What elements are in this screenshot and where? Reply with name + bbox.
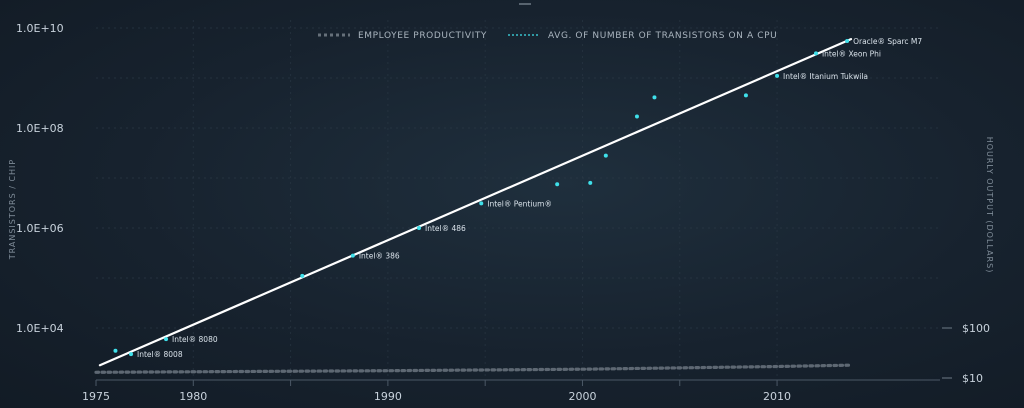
x-axis: 1975 1980 1990 2000 2010: [82, 379, 940, 403]
productivity-line: [94, 363, 851, 374]
productivity-series: [94, 363, 851, 374]
transistor-point: [845, 38, 850, 43]
transistor-point: [588, 180, 593, 185]
transistor-point: [300, 273, 305, 278]
transistor-point: [743, 93, 748, 98]
transistor-point: [813, 51, 818, 56]
point-label: Intel® Pentium®: [487, 199, 552, 208]
legend: EMPLOYEE PRODUCTIVITY AVG. OF NUMBER OF …: [318, 31, 777, 41]
transistor-point: [603, 153, 608, 158]
x-tick-label-2000: 2000: [568, 390, 596, 403]
transistor-point: [652, 95, 657, 100]
point-label: Intel® 8080: [172, 335, 218, 344]
y-tick-1e4: 1.0E+04: [16, 322, 64, 335]
y-right-tick-100: $100: [962, 322, 990, 335]
transistor-point: [479, 201, 484, 206]
legend-label-transistors: AVG. OF NUMBER OF TRANSISTORS ON A CPU: [548, 31, 777, 41]
y-tick-1e8: 1.0E+08: [16, 122, 64, 135]
transistor-points: Intel® 8008 Intel® 8080 Intel® 386 Intel® 4…: [113, 37, 922, 359]
point-label: Oracle® Sparc M7: [853, 37, 922, 46]
x-tick-label-1980: 1980: [179, 390, 207, 403]
x-tick-label-2010: 2010: [763, 390, 791, 403]
y-axis-right-title: HOURLY OUTPUT (DOLLARS): [985, 137, 994, 274]
transistor-point: [113, 348, 118, 353]
transistor-point: [129, 352, 134, 357]
x-tick-label-1975: 1975: [82, 390, 110, 403]
transistor-point: [350, 253, 355, 258]
grid: [96, 20, 940, 380]
transistor-point: [417, 226, 422, 230]
point-label: Intel® 8008: [137, 350, 183, 359]
transistor-point: [775, 73, 780, 78]
transistor-point: [555, 182, 560, 187]
point-label: Intel® Xeon Phi: [822, 49, 881, 58]
point-label: Intel® 386: [359, 252, 400, 261]
y-axis-left: 1.0E+10 1.0E+08 1.0E+06 1.0E+04: [16, 22, 64, 335]
transistor-point: [634, 114, 639, 119]
point-label: Intel® Itanium Tukwila: [783, 72, 868, 81]
point-label: Intel® 486: [425, 224, 466, 233]
y-axis-right: $100 $10: [942, 322, 990, 385]
transistor-trend-line: [98, 37, 853, 367]
x-tick-label-1990: 1990: [374, 390, 402, 403]
legend-label-productivity: EMPLOYEE PRODUCTIVITY: [358, 31, 487, 41]
transistor-point: [164, 337, 169, 342]
y-axis-left-title: TRANSISTORS / CHIP: [8, 159, 17, 260]
y-right-tick-10: $10: [962, 372, 983, 385]
y-tick-1e10: 1.0E+10: [16, 22, 64, 35]
y-tick-1e6: 1.0E+06: [16, 222, 64, 235]
